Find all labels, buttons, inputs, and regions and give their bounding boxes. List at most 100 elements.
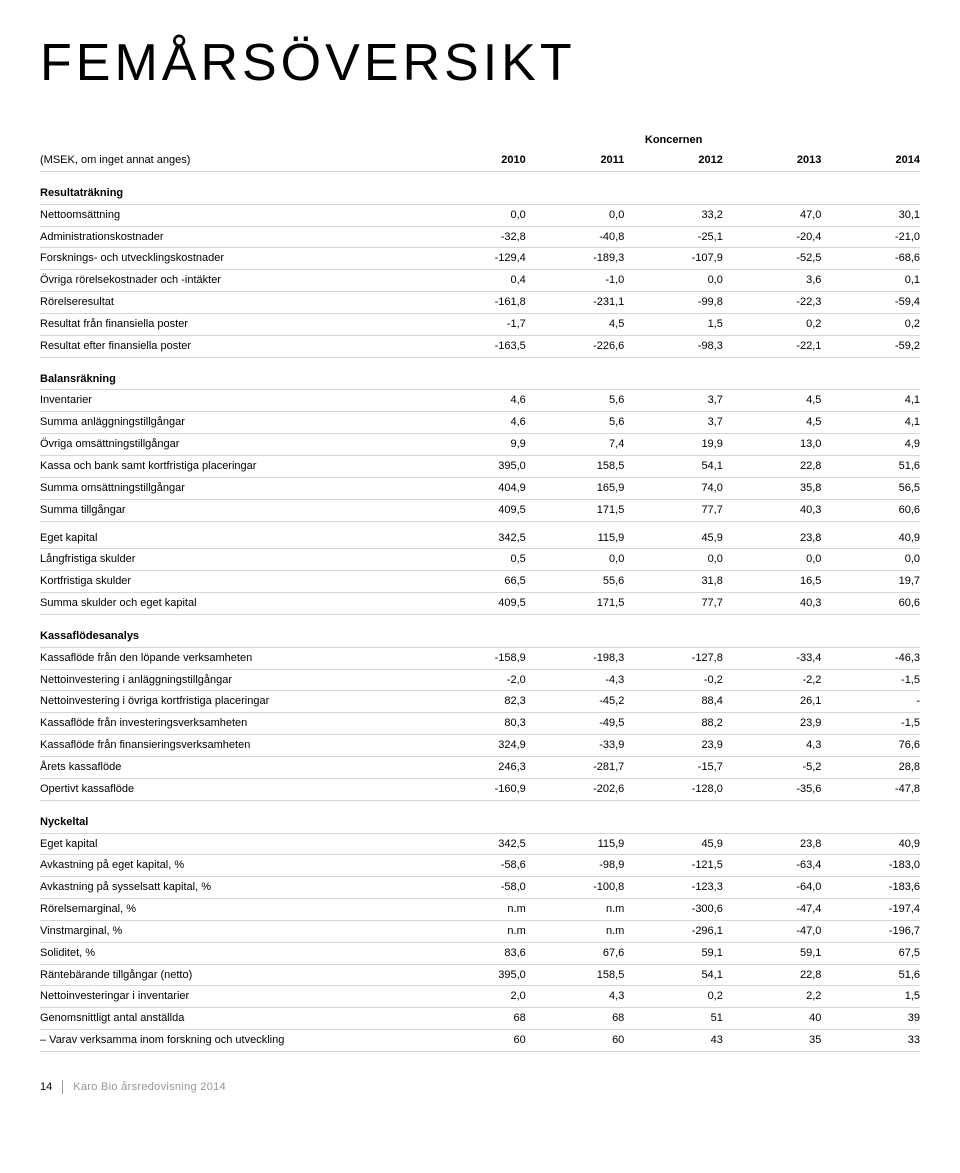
- cell-value: n.m: [526, 920, 625, 942]
- table-superheader: Koncernen: [427, 130, 920, 150]
- cell-value: 0,0: [427, 204, 526, 226]
- cell-value: -5,2: [723, 756, 822, 778]
- row-label: Eget kapital: [40, 833, 427, 855]
- cell-value: 165,9: [526, 477, 625, 499]
- table-row: Genomsnittligt antal anställda6868514039: [40, 1008, 920, 1030]
- cell-value: 171,5: [526, 593, 625, 615]
- section-heading: Nyckeltal: [40, 800, 920, 833]
- cell-value: -40,8: [526, 226, 625, 248]
- cell-value: 0,0: [723, 549, 822, 571]
- cell-value: 0,0: [821, 549, 920, 571]
- cell-value: -0,2: [624, 669, 723, 691]
- cell-value: 1,5: [624, 313, 723, 335]
- cell-value: -1,0: [526, 270, 625, 292]
- table-row: Kassaflöde från investeringsverksamheten…: [40, 713, 920, 735]
- cell-value: -58,6: [427, 855, 526, 877]
- cell-value: 67,6: [526, 942, 625, 964]
- row-label: Soliditet, %: [40, 942, 427, 964]
- table-row: Avkastning på eget kapital, %-58,6-98,9-…: [40, 855, 920, 877]
- table-row: Nettoinvesteringar i inventarier2,04,30,…: [40, 986, 920, 1008]
- footer-divider: [62, 1080, 63, 1094]
- cell-value: 83,6: [427, 942, 526, 964]
- table-row: – Varav verksamma inom forskning och utv…: [40, 1030, 920, 1052]
- row-label: Opertivt kassaflöde: [40, 778, 427, 800]
- section-heading: Balansräkning: [40, 357, 920, 390]
- cell-value: -226,6: [526, 335, 625, 357]
- cell-value: -46,3: [821, 647, 920, 669]
- cell-value: 19,7: [821, 571, 920, 593]
- cell-value: 342,5: [427, 833, 526, 855]
- cell-value: 88,4: [624, 691, 723, 713]
- row-label: Kassa och bank samt kortfristiga placeri…: [40, 456, 427, 478]
- cell-value: 68: [427, 1008, 526, 1030]
- cell-value: -296,1: [624, 920, 723, 942]
- cell-value: -183,6: [821, 877, 920, 899]
- cell-value: -52,5: [723, 248, 822, 270]
- cell-value: -45,2: [526, 691, 625, 713]
- table-row: Nettoinvestering i anläggningstillgångar…: [40, 669, 920, 691]
- cell-value: 22,8: [723, 964, 822, 986]
- table-row: Soliditet, %83,667,659,159,167,5: [40, 942, 920, 964]
- cell-value: 80,3: [427, 713, 526, 735]
- cell-value: -22,3: [723, 292, 822, 314]
- cell-value: -129,4: [427, 248, 526, 270]
- col-year: 2011: [526, 150, 625, 171]
- cell-value: 82,3: [427, 691, 526, 713]
- cell-value: -33,4: [723, 647, 822, 669]
- cell-value: -33,9: [526, 735, 625, 757]
- cell-value: 55,6: [526, 571, 625, 593]
- table-row: Kassa och bank samt kortfristiga placeri…: [40, 456, 920, 478]
- row-label: Forsknings- och utvecklingskostnader: [40, 248, 427, 270]
- cell-value: 395,0: [427, 964, 526, 986]
- row-label: Nettoinvesteringar i inventarier: [40, 986, 427, 1008]
- cell-value: 0,0: [624, 549, 723, 571]
- cell-value: -197,4: [821, 899, 920, 921]
- row-label: Avkastning på eget kapital, %: [40, 855, 427, 877]
- cell-value: 9,9: [427, 434, 526, 456]
- row-label: Rörelsemarginal, %: [40, 899, 427, 921]
- cell-value: -4,3: [526, 669, 625, 691]
- page-number: 14: [40, 1080, 52, 1095]
- cell-value: 43: [624, 1030, 723, 1052]
- cell-value: -68,6: [821, 248, 920, 270]
- cell-value: -25,1: [624, 226, 723, 248]
- cell-value: -189,3: [526, 248, 625, 270]
- cell-value: -198,3: [526, 647, 625, 669]
- cell-value: 26,1: [723, 691, 822, 713]
- cell-value: 28,8: [821, 756, 920, 778]
- cell-value: 35,8: [723, 477, 822, 499]
- cell-value: 40,3: [723, 499, 822, 521]
- row-label: Rörelseresultat: [40, 292, 427, 314]
- cell-value: -35,6: [723, 778, 822, 800]
- unit-note: (MSEK, om inget annat anges): [40, 150, 427, 171]
- row-label: Övriga rörelsekostnader och -intäkter: [40, 270, 427, 292]
- cell-value: 47,0: [723, 204, 822, 226]
- cell-value: 60,6: [821, 499, 920, 521]
- table-row: Långfristiga skulder0,50,00,00,00,0: [40, 549, 920, 571]
- table-row: Administrationskostnader-32,8-40,8-25,1-…: [40, 226, 920, 248]
- cell-value: 5,6: [526, 390, 625, 412]
- cell-value: 0,4: [427, 270, 526, 292]
- cell-value: 23,9: [723, 713, 822, 735]
- row-label: Långfristiga skulder: [40, 549, 427, 571]
- cell-value: 171,5: [526, 499, 625, 521]
- table-row: Nettoomsättning0,00,033,247,030,1: [40, 204, 920, 226]
- cell-value: 76,6: [821, 735, 920, 757]
- table-row: Eget kapital342,5115,945,923,840,9: [40, 833, 920, 855]
- cell-value: -183,0: [821, 855, 920, 877]
- row-label: Kassaflöde från investeringsverksamheten: [40, 713, 427, 735]
- cell-value: 35: [723, 1030, 822, 1052]
- cell-value: 4,1: [821, 412, 920, 434]
- year-header-row: (MSEK, om inget annat anges) 2010 2011 2…: [40, 150, 920, 171]
- cell-value: -99,8: [624, 292, 723, 314]
- cell-value: 2,2: [723, 986, 822, 1008]
- cell-value: -281,7: [526, 756, 625, 778]
- cell-value: 5,6: [526, 412, 625, 434]
- cell-value: 342,5: [427, 528, 526, 549]
- cell-value: 3,7: [624, 412, 723, 434]
- cell-value: 246,3: [427, 756, 526, 778]
- row-label: Resultat från finansiella poster: [40, 313, 427, 335]
- cell-value: 409,5: [427, 499, 526, 521]
- page-footer: 14 Karo Bio årsredovisning 2014: [40, 1080, 920, 1095]
- cell-value: -160,9: [427, 778, 526, 800]
